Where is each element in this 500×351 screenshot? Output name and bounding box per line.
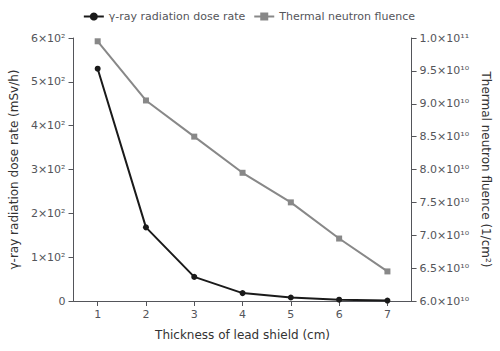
svg-text:1×10²: 1×10²: [31, 251, 66, 264]
svg-text:2×10²: 2×10²: [31, 207, 66, 220]
svg-text:0: 0: [59, 295, 66, 308]
svg-text:8.0×10¹⁰: 8.0×10¹⁰: [420, 163, 470, 176]
svg-text:6×10²: 6×10²: [31, 32, 66, 45]
svg-text:γ-ray radiation dose rate: γ-ray radiation dose rate: [109, 10, 246, 23]
svg-text:6: 6: [336, 308, 343, 321]
svg-text:9.5×10¹⁰: 9.5×10¹⁰: [420, 64, 470, 77]
svg-text:3: 3: [191, 308, 198, 321]
svg-text:6.5×10¹⁰: 6.5×10¹⁰: [420, 262, 470, 275]
svg-text:1.0×10¹¹: 1.0×10¹¹: [420, 32, 470, 45]
svg-text:7.5×10¹⁰: 7.5×10¹⁰: [420, 196, 470, 209]
svg-text:3×10²: 3×10²: [31, 163, 66, 176]
svg-text:6.0×10¹⁰: 6.0×10¹⁰: [420, 295, 470, 308]
svg-text:5: 5: [287, 308, 294, 321]
svg-text:Thickness of lead shield (cm): Thickness of lead shield (cm): [154, 328, 330, 342]
svg-text:8.5×10¹⁰: 8.5×10¹⁰: [420, 130, 470, 143]
svg-text:7: 7: [384, 308, 391, 321]
svg-text:2: 2: [142, 308, 149, 321]
svg-text:9.0×10¹⁰: 9.0×10¹⁰: [420, 97, 470, 110]
svg-text:4: 4: [239, 308, 246, 321]
svg-text:1: 1: [94, 308, 101, 321]
svg-text:7.0×10¹⁰: 7.0×10¹⁰: [420, 229, 470, 242]
svg-text:γ-ray radiation dose rate (mSv: γ-ray radiation dose rate (mSv/h): [7, 69, 21, 269]
svg-text:4×10²: 4×10²: [31, 119, 66, 132]
svg-text:Thermal neutron fluence: Thermal neutron fluence: [278, 10, 415, 23]
svg-text:Thermal neutron fluence (1/cm²: Thermal neutron fluence (1/cm²): [479, 70, 493, 267]
svg-text:5×10²: 5×10²: [31, 75, 66, 88]
